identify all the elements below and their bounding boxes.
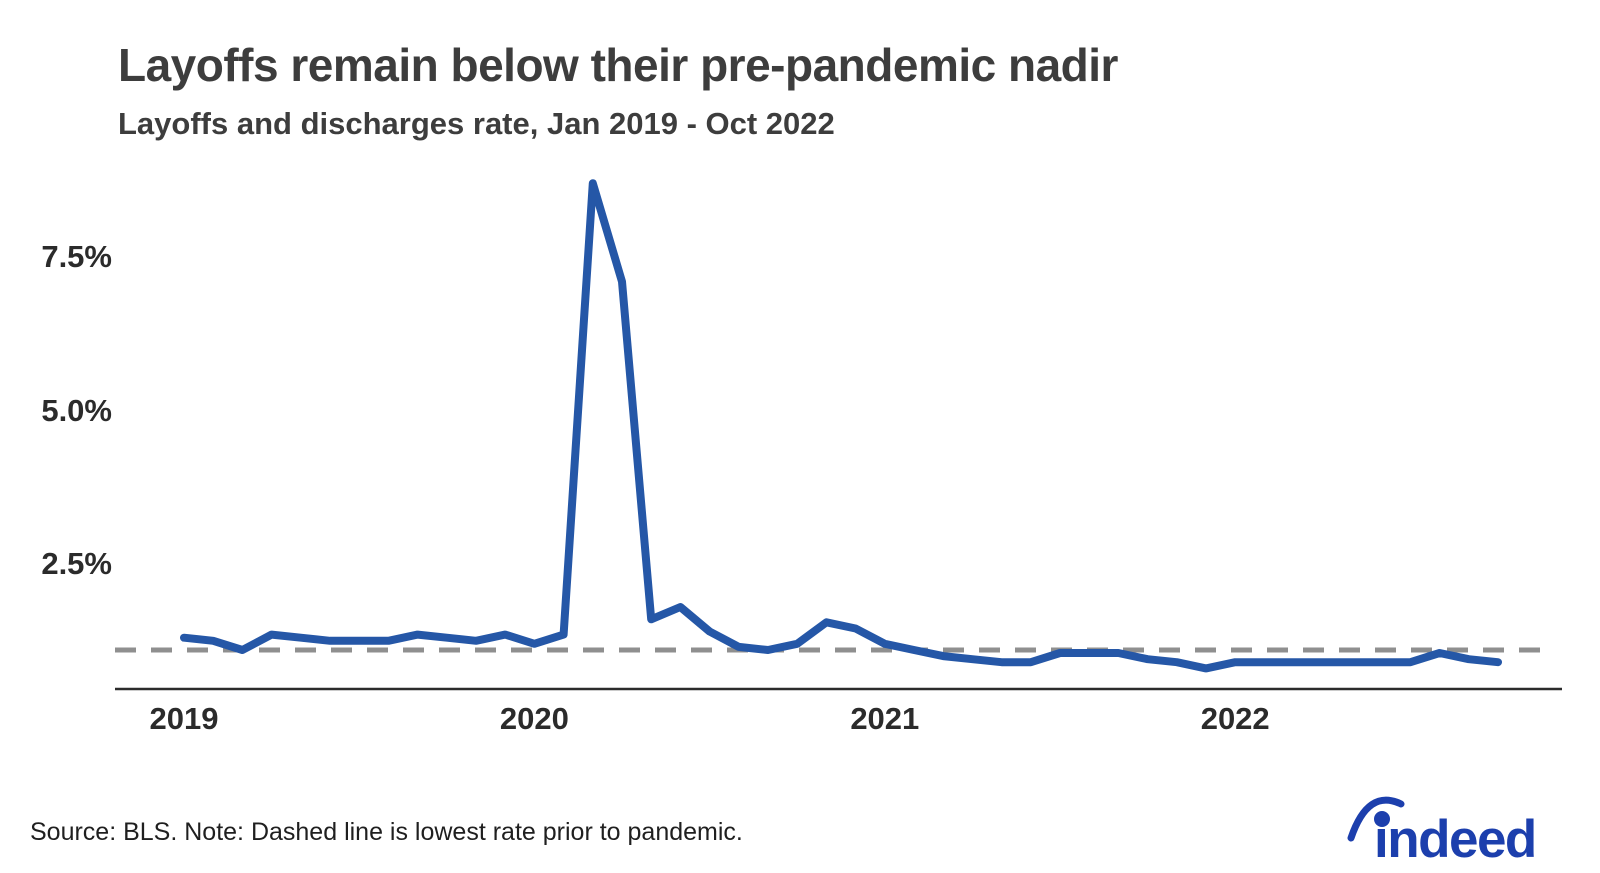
logo-arc-icon <box>1347 796 1405 842</box>
y-axis-tick-5-0: 5.0% <box>41 392 112 428</box>
x-axis-tick-2020: 2020 <box>499 701 569 736</box>
layoffs-rate-line <box>180 179 1502 673</box>
source-note: Source: BLS. Note: Dashed line is lowest… <box>30 818 743 846</box>
chart-title: Layoffs remain below their pre-pandemic … <box>118 39 1118 91</box>
y-axis-tick-2-5: 2.5% <box>41 546 112 581</box>
logo-text: indeed <box>1374 810 1536 867</box>
indeed-logo: indeed <box>1347 796 1537 867</box>
x-axis-tick-2021: 2021 <box>850 701 920 736</box>
x-axis-tick-2019: 2019 <box>149 701 219 736</box>
y-axis-tick-7-5: 7.5% <box>41 239 112 274</box>
logo-i-dot-icon <box>1374 811 1390 827</box>
x-axis-tick-2022: 2022 <box>1200 701 1270 736</box>
chart-subtitle: Layoffs and discharges rate, Jan 2019 - … <box>118 106 835 141</box>
